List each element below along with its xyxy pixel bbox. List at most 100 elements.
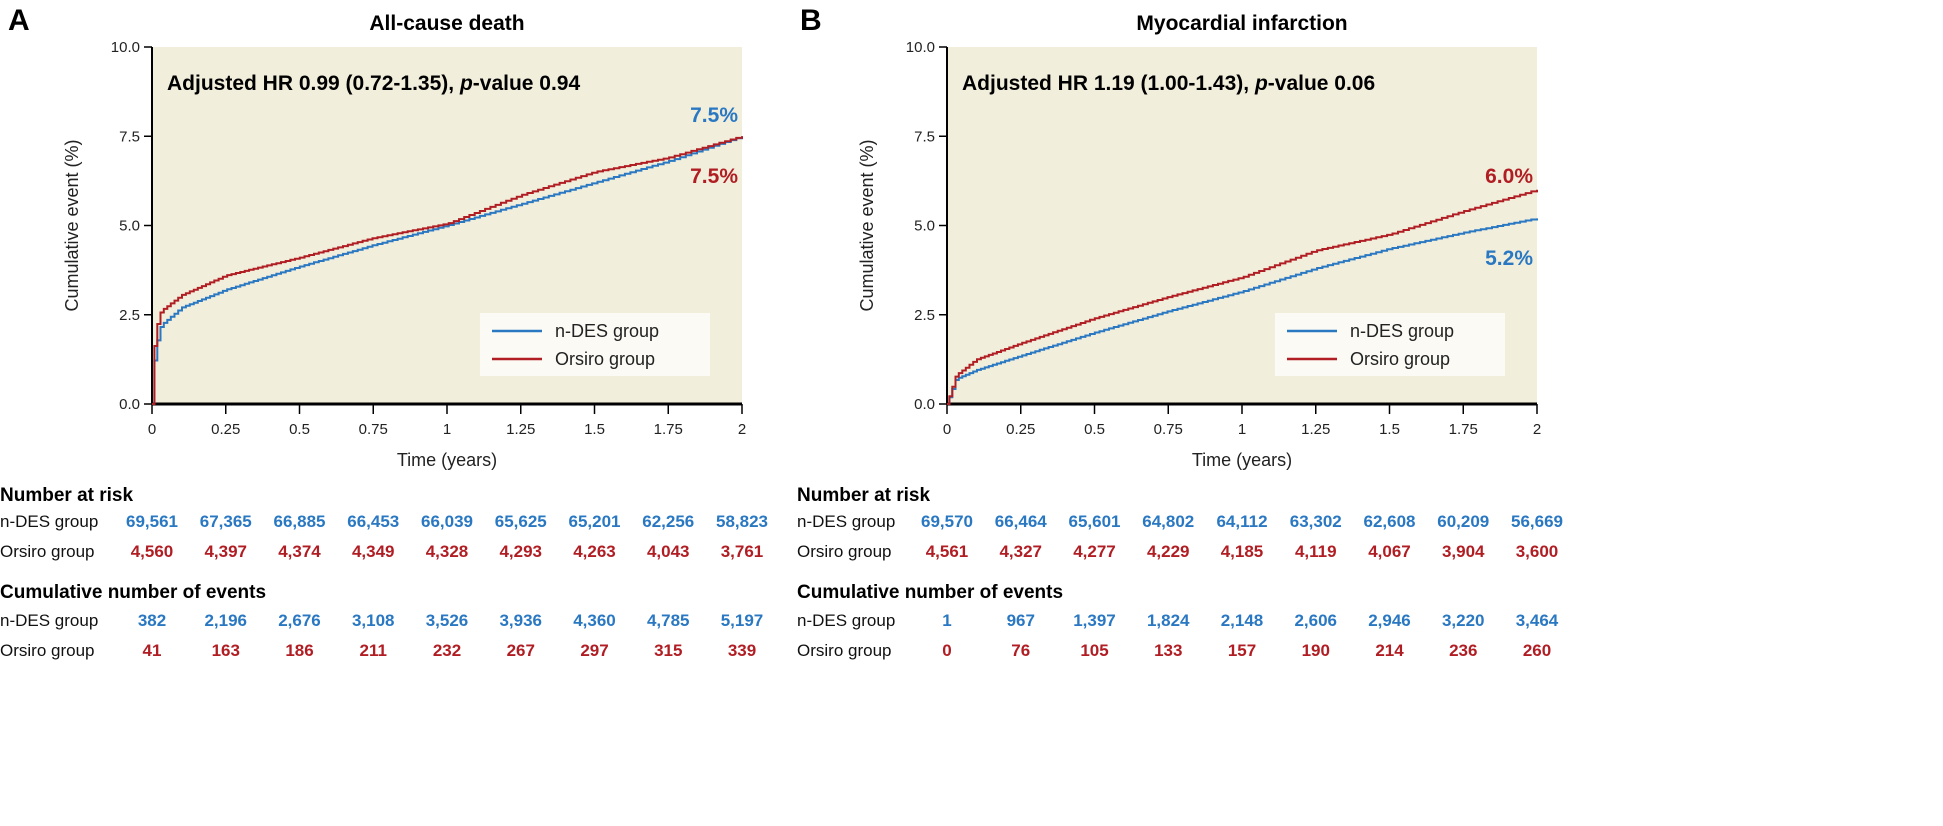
number-at-risk-heading: Number at risk [797, 485, 930, 506]
hazard-ratio-annotation: Adjusted HR 1.19 (1.00-1.43), p-value 0.… [962, 72, 1375, 95]
table-cell: 4,185 [1221, 542, 1264, 561]
table-cell: 4,561 [926, 542, 969, 561]
table-row-label: Orsiro group [0, 641, 94, 660]
x-tick-label: 1.5 [584, 421, 605, 438]
table-cell: 41 [143, 641, 162, 660]
table-cell: 64,112 [1216, 512, 1267, 531]
x-tick-label: 1.5 [1379, 421, 1400, 438]
curve-orsiro [947, 189, 1538, 405]
x-tick-label: 0.25 [1006, 421, 1035, 438]
cumulative-events-heading: Cumulative number of events [797, 582, 1063, 603]
table-cell: 4,374 [278, 542, 321, 561]
table-cell: 1,397 [1073, 611, 1116, 630]
panel-letter: A [8, 4, 30, 37]
p-value-text: -value 0.94 [473, 72, 581, 95]
chart-title: Myocardial infarction [1136, 12, 1347, 35]
hr-text: Adjusted HR 1.19 (1.00-1.43), [962, 72, 1255, 95]
table-cell: 1,824 [1147, 611, 1190, 630]
x-tick-label: 2 [1533, 421, 1541, 438]
table-row-label: n-DES group [0, 611, 98, 630]
table-cell: 4,397 [204, 542, 247, 561]
y-tick-label: 5.0 [119, 218, 140, 235]
table-cell: 3,526 [426, 611, 469, 630]
legend-label: Orsiro group [555, 349, 655, 369]
table-row-label: Orsiro group [797, 542, 891, 561]
legend-label: n-DES group [1350, 321, 1454, 341]
y-tick-label: 10.0 [111, 39, 140, 56]
table-cell: 339 [728, 641, 756, 660]
x-tick-label: 1.75 [654, 421, 683, 438]
table-cell: 105 [1080, 641, 1108, 660]
end-value-label: 7.5% [690, 165, 738, 188]
table-row-label: Orsiro group [797, 641, 891, 660]
table-cell: 58,823 [716, 512, 768, 531]
table-cell: 2,946 [1368, 611, 1411, 630]
legend-label: n-DES group [555, 321, 659, 341]
y-tick-label: 5.0 [914, 218, 935, 235]
end-value-label: 7.5% [690, 104, 738, 127]
table-cell: 236 [1449, 641, 1477, 660]
table-cell: 4,293 [499, 542, 542, 561]
cumulative-events-heading: Cumulative number of events [0, 582, 266, 603]
hr-text: Adjusted HR 0.99 (0.72-1.35), [167, 72, 460, 95]
number-at-risk-heading: Number at risk [0, 485, 133, 506]
table-cell: 60,209 [1437, 512, 1489, 531]
panel-b: B Myocardial infarction Adjusted HR 1.19 (… [797, 4, 1563, 660]
y-tick-label: 0.0 [914, 396, 935, 413]
table-cell: 65,625 [495, 512, 547, 531]
table-cell: 232 [433, 641, 461, 660]
x-tick-label: 0.5 [1084, 421, 1105, 438]
legend-label: Orsiro group [1350, 349, 1450, 369]
y-tick-label: 0.0 [119, 396, 140, 413]
table-cell: 4,328 [426, 542, 469, 561]
x-tick-label: 1.75 [1449, 421, 1478, 438]
y-axis-label: Cumulative event (%) [857, 139, 877, 311]
curve-n-des [947, 218, 1538, 405]
chart-title: All-cause death [369, 12, 524, 35]
table-cell: 64,802 [1142, 512, 1194, 531]
table-cell: 65,201 [569, 512, 621, 531]
table-cell: 67,365 [200, 512, 252, 531]
p-value-text: -value 0.06 [1268, 72, 1375, 95]
table-cell: 3,600 [1516, 542, 1559, 561]
table-cell: 315 [654, 641, 682, 660]
table-cell: 267 [507, 641, 535, 660]
table-row-label: n-DES group [797, 611, 895, 630]
table-cell: 133 [1154, 641, 1182, 660]
x-tick-label: 0 [148, 421, 156, 438]
table-cell: 66,453 [347, 512, 399, 531]
table-cell: 65,601 [1069, 512, 1121, 531]
y-tick-label: 10.0 [906, 39, 935, 56]
y-tick-label: 7.5 [119, 128, 140, 145]
table-cell: 382 [138, 611, 166, 630]
table-cell: 4,360 [573, 611, 616, 630]
table-cell: 56,669 [1511, 512, 1563, 531]
x-tick-label: 1.25 [1301, 421, 1330, 438]
x-tick-label: 0.75 [359, 421, 388, 438]
table-cell: 62,608 [1364, 512, 1416, 531]
p-italic: p [1254, 72, 1268, 95]
table-cell: 69,561 [126, 512, 178, 531]
panel-a: A All-cause death Adjusted HR 0.99 (0.72-1… [0, 4, 768, 660]
table-cell: 4,327 [999, 542, 1042, 561]
table-cell: 66,039 [421, 512, 473, 531]
table-cell: 4,043 [647, 542, 690, 561]
hazard-ratio-annotation: Adjusted HR 0.99 (0.72-1.35), p-value 0.… [167, 72, 580, 95]
panel-letter: B [800, 4, 822, 37]
x-tick-label: 1.25 [506, 421, 535, 438]
table-cell: 4,263 [573, 542, 616, 561]
table-cell: 2,676 [278, 611, 321, 630]
table-cell: 3,936 [499, 611, 542, 630]
y-tick-label: 2.5 [914, 307, 935, 324]
table-cell: 297 [580, 641, 608, 660]
p-italic: p [459, 72, 473, 95]
x-tick-label: 0.5 [289, 421, 310, 438]
table-cell: 3,904 [1442, 542, 1485, 561]
y-tick-label: 7.5 [914, 128, 935, 145]
end-value-label: 5.2% [1485, 247, 1533, 270]
end-value-label: 6.0% [1485, 165, 1533, 188]
table-cell: 163 [212, 641, 240, 660]
table-row-label: Orsiro group [0, 542, 94, 561]
table-cell: 4,277 [1073, 542, 1116, 561]
